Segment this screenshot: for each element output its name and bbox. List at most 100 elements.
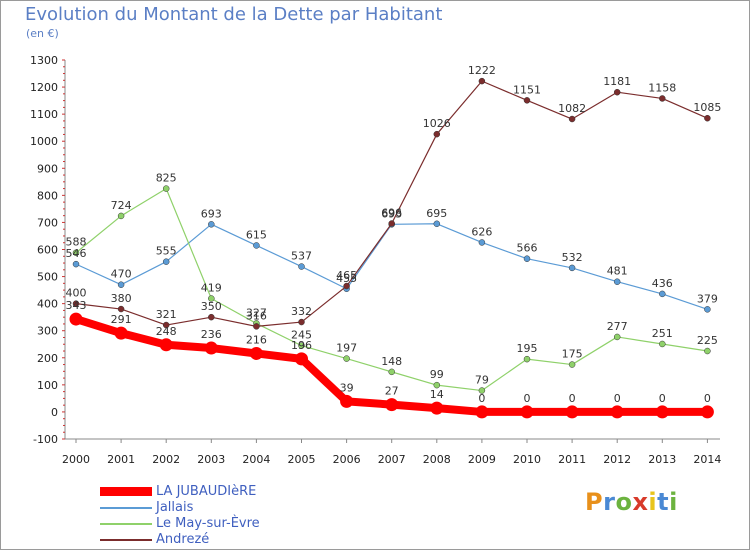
series-2-data-label: 277: [607, 320, 628, 333]
series-2-data-label: 148: [381, 355, 402, 368]
series-1-data-label: 566: [517, 242, 538, 255]
y-tick-label: 400: [37, 298, 58, 311]
y-tick-label: 0: [51, 406, 58, 419]
series-2-point: [298, 342, 305, 349]
series-1-data-label: 436: [652, 277, 673, 290]
x-tick-label: 2004: [242, 453, 270, 466]
proxiti-logo: Proxiti: [585, 488, 678, 516]
x-tick-label: 2010: [513, 453, 541, 466]
series-3-data-label: 316: [246, 309, 267, 322]
series-1-data-label: 532: [562, 251, 583, 264]
series-2-data-label: 225: [697, 334, 718, 347]
series-2-point: [343, 355, 350, 362]
series-2-point: [388, 368, 395, 376]
logo-letter: x: [632, 488, 649, 516]
series-3-point: [208, 313, 215, 321]
series-1-point: [253, 242, 260, 249]
series-0-point: [430, 401, 444, 415]
series-0-point: [385, 398, 399, 412]
series-3-data-label: 400: [66, 287, 87, 300]
series-3-point: [613, 88, 621, 96]
series-2-point: [478, 387, 486, 394]
x-tick-label: 2012: [603, 453, 631, 466]
series-0-point: [475, 405, 489, 419]
series-1-point: [298, 263, 305, 270]
series-3-point: [162, 321, 170, 329]
legend-label-may-sur-evre: Le May-sur-Èvre: [156, 516, 260, 531]
x-tick-label: 2013: [648, 453, 676, 466]
series-1-point: [162, 258, 170, 265]
series-2-data-label: 588: [66, 236, 87, 249]
x-tick-label: 2003: [197, 453, 225, 466]
series-3-data-label: 321: [156, 308, 177, 321]
x-tick-label: 2014: [693, 453, 721, 466]
series-0-data-label: 0: [704, 392, 711, 405]
series-1-data-label: 537: [291, 250, 312, 263]
series-0-point: [69, 312, 83, 326]
series-3-point: [523, 97, 531, 104]
series-1-data-label: 455: [336, 272, 357, 285]
series-3-point: [704, 114, 711, 122]
series-2-point: [523, 355, 531, 363]
series-3-data-label: 1222: [468, 64, 496, 77]
series-1-point: [208, 221, 215, 228]
series-0-data-label: 236: [201, 328, 222, 341]
series-3-point: [659, 95, 666, 102]
series-3-data-label: 332: [291, 305, 312, 318]
series-1-data-label: 626: [471, 225, 492, 238]
y-tick-label: 900: [37, 162, 58, 175]
series-1-point: [613, 278, 621, 285]
series-1-data-label: 693: [201, 207, 222, 220]
series-0-point: [655, 405, 669, 419]
series-2-data-label: 99: [430, 368, 444, 381]
series-1-point: [704, 306, 711, 313]
series-2-data-label: 195: [517, 342, 538, 355]
series-3-data-label: 1158: [648, 81, 676, 94]
series-3-data-label: 1082: [558, 102, 586, 115]
y-tick-label: 1300: [30, 54, 58, 67]
x-tick-label: 2007: [378, 453, 406, 466]
series-1-data-label: 693: [381, 207, 402, 220]
x-tick-label: 2001: [107, 453, 135, 466]
logo-letter: P: [585, 488, 604, 516]
series-2-data-label: 175: [562, 348, 583, 361]
series-0-point: [204, 341, 218, 355]
y-tick-label: 1200: [30, 81, 58, 94]
x-tick-label: 2011: [558, 453, 586, 466]
series-1-point: [478, 239, 486, 246]
series-1-point: [659, 290, 666, 298]
series-1-point: [117, 281, 125, 288]
legend-swatch-jubaudiere: [100, 487, 152, 496]
y-tick-label: 1000: [30, 135, 58, 148]
series-2-data-label: 251: [652, 327, 673, 340]
series-1-data-label: 481: [607, 265, 628, 278]
series-0-data-label: 343: [66, 299, 87, 312]
series-3-point: [388, 220, 395, 227]
logo-letter: i: [648, 488, 658, 516]
series-2-data-label: 197: [336, 342, 357, 355]
series-0-data-label: 216: [246, 333, 267, 346]
series-3-point: [298, 318, 305, 326]
x-tick-label: 2005: [288, 453, 316, 466]
series-1-data-label: 615: [246, 228, 267, 241]
series-0-point: [520, 405, 534, 419]
series-1-data-label: 470: [111, 268, 132, 281]
series-2-data-label: 245: [291, 329, 312, 342]
legend-swatch-jallais: [100, 507, 152, 509]
logo-letter: r: [603, 488, 616, 516]
y-tick-label: 200: [37, 352, 58, 365]
series-1-point: [523, 255, 531, 262]
series-2-point: [72, 249, 80, 256]
series-2-point: [208, 295, 215, 302]
logo-letter: t: [657, 488, 670, 516]
x-tick-label: 2000: [62, 453, 90, 466]
series-0-data-label: 39: [340, 381, 354, 394]
series-2-point: [117, 212, 125, 220]
series-3-data-label: 696: [381, 207, 402, 220]
series-0-point: [700, 405, 714, 419]
series-0-data-label: 196: [291, 339, 312, 352]
series-3-data-label: 350: [201, 300, 222, 313]
series-1-point: [433, 220, 441, 228]
